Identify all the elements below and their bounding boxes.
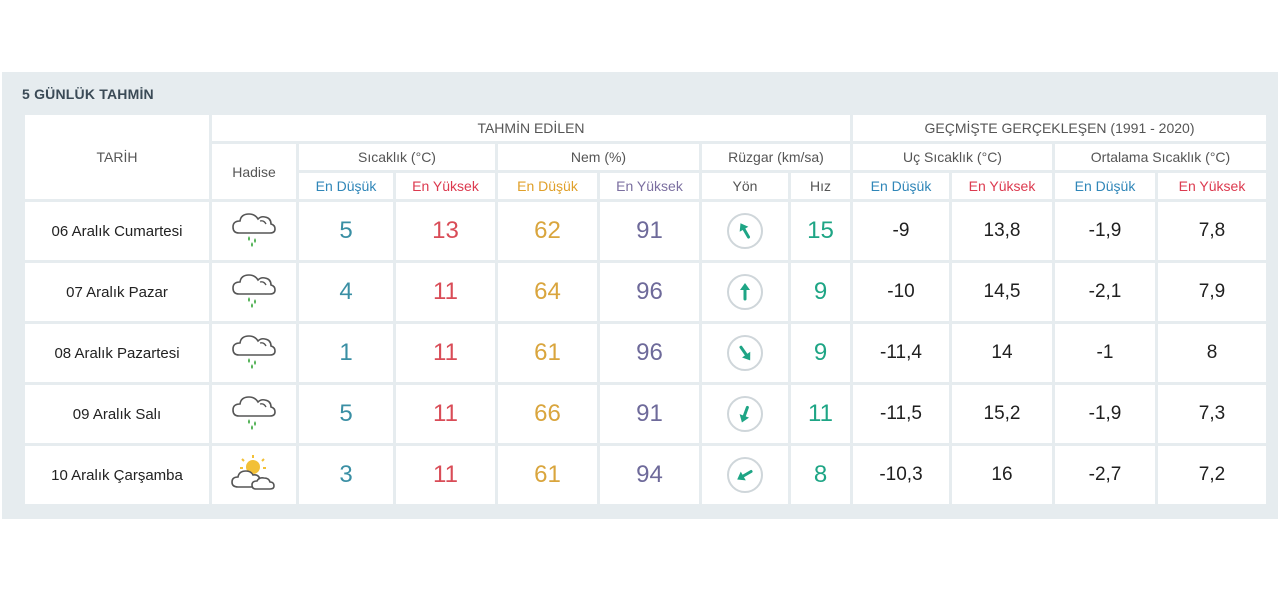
humidity-low-header: En Düşük	[498, 173, 597, 199]
wind-compass	[727, 213, 763, 249]
avg-high-value: 7,8	[1158, 202, 1266, 260]
temp-high-header: En Yüksek	[396, 173, 495, 199]
humidity-low-value: 66	[498, 385, 597, 443]
extreme-high-header: En Yüksek	[952, 173, 1052, 199]
temp-low-value: 4	[299, 263, 393, 321]
humidity-high-value: 96	[600, 324, 699, 382]
humidity-high-value: 91	[600, 385, 699, 443]
rain-cloud-icon	[212, 263, 296, 321]
extreme-high-value: 14,5	[952, 263, 1052, 321]
forecast-row: 09 Aralık Salı 5 11 66 91 11 -11,5 15,2 -1,9 7,3	[25, 385, 1266, 443]
temp-high-value: 13	[396, 202, 495, 260]
forecast-table: TARİH TAHMİN EDİLEN GEÇMİŞTE GERÇEKLEŞEN…	[22, 112, 1269, 507]
wind-speed-header: Hız	[791, 173, 850, 199]
avg-high-value: 7,9	[1158, 263, 1266, 321]
extreme-low-value: -11,5	[853, 385, 949, 443]
rain-cloud-icon	[212, 324, 296, 382]
humidity-low-value: 62	[498, 202, 597, 260]
humidity-low-value: 64	[498, 263, 597, 321]
wind-speed-value: 9	[791, 324, 850, 382]
temp-high-value: 11	[396, 263, 495, 321]
extreme-low-header: En Düşük	[853, 173, 949, 199]
avg-temp-header: Ortalama Sıcaklık (°C)	[1055, 144, 1266, 170]
humidity-high-value: 96	[600, 263, 699, 321]
wind-speed-value: 9	[791, 263, 850, 321]
temp-low-value: 1	[299, 324, 393, 382]
wind-direction-icon	[702, 385, 788, 443]
extreme-high-value: 15,2	[952, 385, 1052, 443]
date-cell: 06 Aralık Cumartesi	[25, 202, 209, 260]
temp-high-value: 11	[396, 446, 495, 504]
forecast-row: 07 Aralık Pazar 4 11 64 96 9 -10 14,5 -2,1 7,9	[25, 263, 1266, 321]
phenomenon-header: Hadise	[212, 144, 296, 199]
temp-low-value: 5	[299, 202, 393, 260]
rain-cloud-icon	[212, 385, 296, 443]
temp-high-value: 11	[396, 385, 495, 443]
humidity-header: Nem (%)	[498, 144, 699, 170]
humidity-high-header: En Yüksek	[600, 173, 699, 199]
extreme-low-value: -11,4	[853, 324, 949, 382]
wind-compass	[727, 396, 763, 432]
wind-compass	[727, 457, 763, 493]
forecast-row: 08 Aralık Pazartesi 1 11 61 96 9 -11,4 14 -1 8	[25, 324, 1266, 382]
extreme-low-value: -10	[853, 263, 949, 321]
avg-low-header: En Düşük	[1055, 173, 1155, 199]
avg-high-value: 7,2	[1158, 446, 1266, 504]
wind-direction-icon	[702, 263, 788, 321]
avg-low-value: -1,9	[1055, 385, 1155, 443]
wind-speed-value: 8	[791, 446, 850, 504]
avg-low-value: -2,1	[1055, 263, 1155, 321]
extreme-high-value: 16	[952, 446, 1052, 504]
wind-compass	[727, 335, 763, 371]
date-cell: 07 Aralık Pazar	[25, 263, 209, 321]
temp-high-value: 11	[396, 324, 495, 382]
temp-low-header: En Düşük	[299, 173, 393, 199]
temp-low-value: 3	[299, 446, 393, 504]
avg-high-value: 8	[1158, 324, 1266, 382]
extreme-high-value: 13,8	[952, 202, 1052, 260]
wind-direction-icon	[702, 446, 788, 504]
wind-compass	[727, 274, 763, 310]
temp-low-value: 5	[299, 385, 393, 443]
forecast-group-header: TAHMİN EDİLEN	[212, 115, 850, 141]
avg-low-value: -1	[1055, 324, 1155, 382]
partly-cloudy-icon	[212, 446, 296, 504]
extreme-high-value: 14	[952, 324, 1052, 382]
avg-high-value: 7,3	[1158, 385, 1266, 443]
avg-high-header: En Yüksek	[1158, 173, 1266, 199]
history-group-header: GEÇMİŞTE GERÇEKLEŞEN (1991 - 2020)	[853, 115, 1266, 141]
wind-speed-value: 11	[791, 385, 850, 443]
temperature-header: Sıcaklık (°C)	[299, 144, 495, 170]
forecast-row: 10 Aralık Çarşamba 3 11 61 94 8 -10,3 16 -2,7 7,2	[25, 446, 1266, 504]
avg-low-value: -2,7	[1055, 446, 1155, 504]
wind-direction-header: Yön	[702, 173, 788, 199]
wind-direction-icon	[702, 324, 788, 382]
extreme-temp-header: Uç Sıcaklık (°C)	[853, 144, 1052, 170]
date-cell: 09 Aralık Salı	[25, 385, 209, 443]
date-cell: 08 Aralık Pazartesi	[25, 324, 209, 382]
rain-cloud-icon	[212, 202, 296, 260]
date-header: TARİH	[25, 115, 209, 199]
panel-title: 5 GÜNLÜK TAHMİN	[22, 86, 154, 102]
avg-low-value: -1,9	[1055, 202, 1155, 260]
wind-speed-value: 15	[791, 202, 850, 260]
extreme-low-value: -9	[853, 202, 949, 260]
forecast-panel: 5 GÜNLÜK TAHMİN TARİH TAHMİN EDİLEN GEÇM…	[2, 72, 1278, 519]
humidity-high-value: 91	[600, 202, 699, 260]
humidity-low-value: 61	[498, 324, 597, 382]
wind-header: Rüzgar (km/sa)	[702, 144, 850, 170]
humidity-low-value: 61	[498, 446, 597, 504]
forecast-row: 06 Aralık Cumartesi 5 13 62 91 15 -9 13,8 -1,9 7,…	[25, 202, 1266, 260]
humidity-high-value: 94	[600, 446, 699, 504]
wind-direction-icon	[702, 202, 788, 260]
extreme-low-value: -10,3	[853, 446, 949, 504]
date-cell: 10 Aralık Çarşamba	[25, 446, 209, 504]
